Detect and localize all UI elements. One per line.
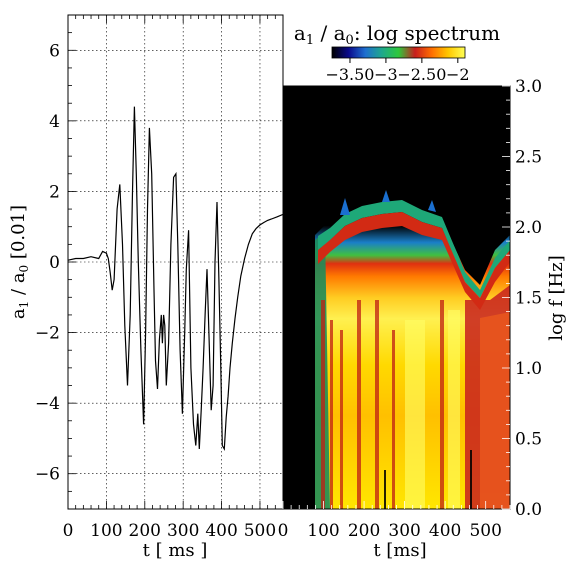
y-tick-label: 4 xyxy=(49,112,60,132)
heatmap-y-tick-label: 1.0 xyxy=(515,359,542,379)
heatmap-y-tick-label: 0.5 xyxy=(515,430,542,450)
heatmap-top-mask xyxy=(283,86,510,285)
colorbar-tick-label: −2.50 xyxy=(397,65,446,84)
heatmap-x-tick-label: 500 xyxy=(469,521,501,541)
right-spectrum-heatmap: 0 100 200 300 400 500 0.0 0.5 1.0 1.5 2.0 2.5 3.0 t… xyxy=(278,21,566,561)
right-y-axis-label: log f [Hz] xyxy=(546,255,566,340)
y-tick-label: −2 xyxy=(35,324,60,344)
heatmap-title: a1 / a0: log spectrum xyxy=(294,21,500,48)
heatmap-green-band xyxy=(318,200,510,298)
y-tick-label: 0 xyxy=(49,253,60,273)
heatmap-y-tick-label: 1.5 xyxy=(515,289,542,309)
right-x-axis-label: t [ms] xyxy=(373,540,426,561)
heatmap-x-tick-label: 100 xyxy=(307,521,339,541)
series-line-a1-a0 xyxy=(68,106,283,452)
left-x-ticks: 0 100 200 300 400 500 xyxy=(63,15,284,541)
y-tick-label: 2 xyxy=(49,182,60,202)
heatmap-x-tick-label: 200 xyxy=(348,521,380,541)
left-line-chart: 0 100 200 300 400 500 −6 −4 −2 0 2 4 6 t [ ms ] a1 … xyxy=(8,14,284,561)
heatmap-dark-streaks xyxy=(321,300,444,509)
colorbar-tick-label: −3.50 xyxy=(325,65,374,84)
x-tick-label: 100 xyxy=(90,521,122,541)
heatmap-x-tick-label: 0 xyxy=(278,521,289,541)
x-tick-label: 300 xyxy=(167,521,199,541)
heatmap-x-tick-label: 400 xyxy=(429,521,461,541)
left-plot-frame xyxy=(67,14,284,510)
colorbar-tick-label: −2 xyxy=(446,65,470,84)
heatmap-bright-streaks xyxy=(405,310,460,509)
colorbar-ticks: −3.50 −3 −2.50 −2 xyxy=(325,58,470,84)
left-y-ticks: −6 −4 −2 0 2 4 6 xyxy=(35,14,76,510)
heatmap-x-tick-label: 300 xyxy=(388,521,420,541)
y-tick-label: 6 xyxy=(49,41,60,61)
right-y-ticks: 0.0 0.5 1.0 1.5 2.0 2.5 3.0 xyxy=(502,77,542,520)
y-tick-label: −4 xyxy=(35,394,60,414)
x-tick-label: 400 xyxy=(205,521,237,541)
x-tick-label: 200 xyxy=(129,521,161,541)
heatmap-y-tick-label: 2.0 xyxy=(515,218,542,238)
heatmap-y-tick-label: 3.0 xyxy=(515,77,542,97)
heatmap-right-core xyxy=(480,312,510,509)
y-tick-label: −6 xyxy=(35,465,60,485)
heatmap-blue-spikes xyxy=(340,190,436,215)
left-y-axis-label: a1 / a0 [0.01] xyxy=(8,205,31,319)
left-x-axis-label: t [ ms ] xyxy=(143,540,208,561)
x-tick-label: 500 xyxy=(244,521,276,541)
x-tick-label: 0 xyxy=(63,521,74,541)
heatmap-y-tick-label: 2.5 xyxy=(515,148,542,168)
heatmap-black-streaks xyxy=(384,450,472,509)
colorbar-tick-label: −3 xyxy=(374,65,398,84)
heatmap-y-tick-label: 0.0 xyxy=(515,500,542,520)
colorbar xyxy=(331,46,466,59)
right-x-ticks: 0 100 200 300 400 500 xyxy=(278,501,511,541)
